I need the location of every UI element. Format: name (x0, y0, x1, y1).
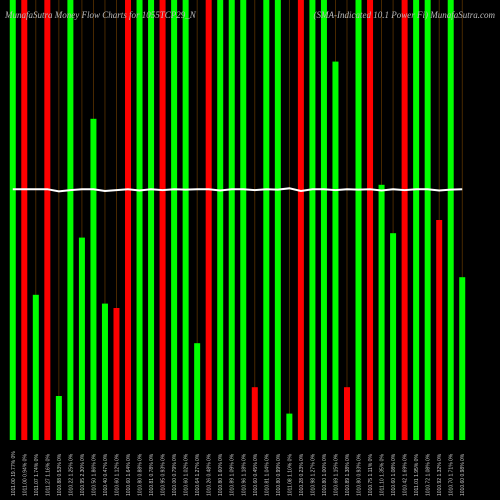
x-tick-label: 1010.98 1.27% 0% (310, 453, 316, 496)
x-tick-label: 1010.89 1.09% 0% (230, 453, 236, 496)
bar (286, 413, 293, 440)
bar (251, 387, 258, 440)
x-tick-label: 1010.40 0.47% 0% (103, 453, 109, 496)
bar (401, 0, 408, 440)
x-tick-label: 1011.10 1.35% 0% (380, 454, 386, 496)
x-tick-label: 1010.80 0.93% 0% (357, 453, 363, 496)
x-tick-label: 1010.60 0.98% 0% (460, 453, 466, 496)
bar (390, 233, 397, 440)
bar (113, 308, 120, 440)
average-line (12, 187, 463, 193)
bar (309, 0, 316, 440)
x-tick-label: 1010.75 1.11% 0% (368, 454, 374, 496)
bar (436, 220, 443, 440)
x-tick-label: 1011.08 1.10% 0% (287, 454, 293, 496)
x-tick-label: 1010.95 2.30% 0% (80, 453, 86, 496)
bar (55, 396, 62, 440)
x-tick-label: 1010.96 1.18% 0% (241, 453, 247, 496)
bar (205, 0, 212, 440)
bar (67, 0, 74, 440)
x-tick-label: 1011.27 1.16% 0% (45, 454, 51, 496)
x-tick-label: 1010.81 0.78% 0% (149, 453, 155, 496)
bar (367, 0, 374, 440)
bar (240, 0, 247, 440)
plot (9, 0, 466, 441)
x-tick-label: 1011.07 1.74% 0% (34, 454, 40, 496)
bar (320, 0, 327, 440)
bar (274, 0, 281, 440)
chart-subtitle: (SMA-Indicated 10.1 Power Fi) MunafaSutr… (314, 10, 496, 20)
x-tick-label: 1011.01 1.95% 0% (414, 454, 420, 496)
bar (21, 0, 28, 440)
bar (332, 61, 339, 440)
bar (378, 184, 385, 440)
x-tick-label: 1010.22 1.25% 0% (68, 453, 74, 496)
bar (125, 0, 132, 440)
bar (217, 0, 224, 440)
bar (343, 387, 350, 440)
bar (194, 343, 201, 440)
bar (136, 0, 143, 440)
x-tick-label: 1010.72 1.08% 0% (426, 453, 432, 496)
x-tick-label: 1010.81 1.04% 0% (264, 453, 270, 496)
bar (101, 303, 108, 440)
bar (78, 237, 85, 440)
x-tick-label: 1010.80 1.00% 0% (322, 453, 328, 496)
x-tick-label: 1010.26 0.48% 0% (207, 453, 213, 496)
x-tick-label: 1010.89 1.38% 0% (345, 453, 351, 496)
x-tick-label: 1011.00 19.77% 0% (11, 451, 17, 496)
bar (159, 0, 166, 440)
bar (171, 0, 178, 440)
bar (424, 0, 431, 440)
x-tick-label: 1010.00 0.79% 0% (172, 453, 178, 496)
x-tick-label: 1010.80 0.88% 0% (138, 453, 144, 496)
x-tick-label: 1010.80 1.60% 0% (218, 453, 224, 496)
bar (182, 0, 189, 440)
x-tick-label: 1010.60 1.64% 0% (126, 453, 132, 496)
x-tick-label: 1010.95 0.93% 0% (161, 453, 167, 496)
x-tick-label: 1010.50 1.86% 0% (91, 453, 97, 496)
x-tick-label: 1010.69 1.15% 0% (333, 453, 339, 496)
x-tick-label: 1010.80 0.99% 0% (276, 453, 282, 496)
x-tick-label: 1010.60 0.45% 0% (253, 453, 259, 496)
bar (297, 0, 304, 440)
x-tick-label: 1010.60 1.12% 0% (114, 453, 120, 496)
x-tick-label: 1010.88 0.53% 0% (57, 453, 63, 496)
x-tick-label: 1011.00 0.94% 0% (22, 454, 28, 496)
x-tick-label: 1010.70 1.71% 0% (449, 453, 455, 496)
bar (447, 0, 454, 440)
bar (148, 0, 155, 440)
bar (9, 0, 16, 440)
x-tick-label: 1010.60 1.08% 0% (391, 453, 397, 496)
bar (44, 0, 51, 440)
bar (263, 0, 270, 440)
chart-title: MunafaSutra Money Flow Charts for 1055TC… (4, 10, 197, 20)
bar (32, 294, 39, 440)
x-tick-label: 1010.92 1.32% 0% (437, 453, 443, 496)
bar (355, 0, 362, 440)
bar (90, 118, 97, 441)
bar (413, 0, 420, 440)
bar (459, 277, 466, 440)
x-tick-label: 1010.64 1.27% 0% (195, 453, 201, 496)
x-tick-label: 1010.28 0.23% 0% (299, 453, 305, 496)
x-tick-label: 1010.42 1.69% 0% (403, 453, 409, 496)
bar (228, 0, 235, 440)
x-tick-label: 1010.60 1.02% 0% (184, 453, 190, 496)
